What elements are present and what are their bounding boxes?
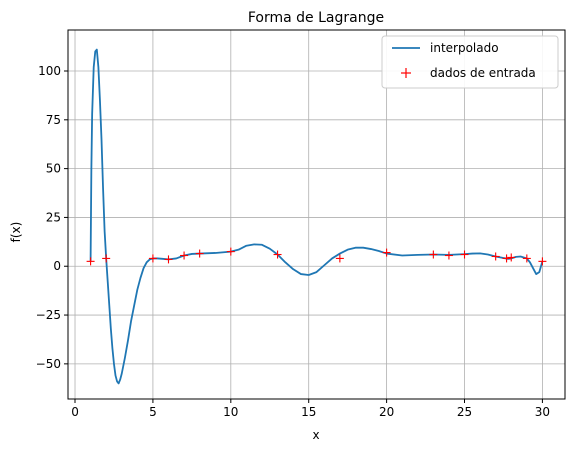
chart-title: Forma de Lagrange — [248, 10, 384, 26]
y-tick-label: −50 — [36, 357, 61, 371]
data-point-marker — [460, 250, 469, 259]
data-point-marker — [86, 257, 95, 266]
x-tick-label: 20 — [379, 405, 394, 419]
y-tick-label: 50 — [46, 162, 61, 176]
y-tick-label: −25 — [36, 308, 61, 322]
legend: interpolado dados de entrada — [381, 35, 559, 89]
y-tick-label: 100 — [38, 64, 61, 78]
data-point-marker — [429, 250, 438, 259]
y-tick-label: 25 — [46, 210, 61, 224]
data-point-marker — [164, 255, 173, 264]
data-point-marker — [538, 257, 547, 266]
legend-entry-interpolado: interpolado — [430, 41, 499, 55]
legend-box — [381, 35, 559, 89]
series-line-interpolado — [89, 48, 544, 385]
data-point-marker — [180, 251, 189, 260]
plot-data — [86, 48, 547, 385]
x-tick-label: 0 — [71, 405, 79, 419]
data-point-marker — [382, 248, 391, 257]
x-tick-label: 10 — [223, 405, 238, 419]
data-point-marker — [273, 250, 282, 259]
x-tick-label: 5 — [149, 405, 157, 419]
x-tick-label: 15 — [301, 405, 316, 419]
data-point-marker — [522, 254, 531, 263]
data-point-marker — [444, 251, 453, 260]
y-axis-label: f(x) — [9, 222, 23, 243]
data-point-marker — [502, 254, 511, 263]
y-tick-label: 75 — [46, 113, 61, 127]
legend-entry-dados-de-entrada: dados de entrada — [430, 66, 536, 80]
x-tick-label: 25 — [457, 405, 472, 419]
legend-marker-swatch — [401, 68, 411, 78]
data-point-marker — [226, 247, 235, 256]
data-point-marker — [507, 253, 516, 262]
x-tick-label: 30 — [535, 405, 550, 419]
axis-ticks: 0 5 10 15 20 25 30 −50 −25 0 25 50 75 100 — [36, 64, 550, 419]
y-tick-label: 0 — [53, 259, 61, 273]
data-point-marker — [491, 252, 500, 261]
x-axis-label: x — [312, 428, 319, 442]
plot-frame — [67, 29, 566, 400]
data-point-marker — [195, 249, 204, 258]
data-point-marker — [148, 254, 157, 263]
data-point-marker — [102, 254, 111, 263]
data-point-marker — [335, 254, 344, 263]
